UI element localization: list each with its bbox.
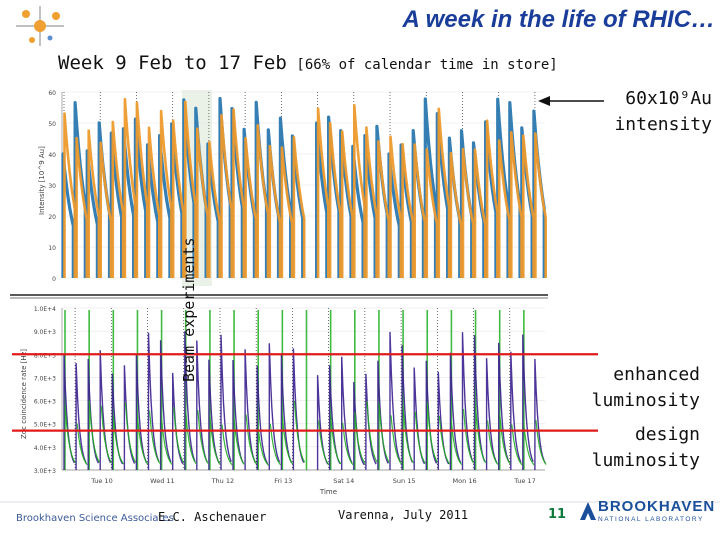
slide-subtitle: Week 9 Feb to 17 Feb [66% of calendar ti…	[58, 52, 558, 74]
page-number: 11	[548, 507, 567, 522]
beam-experiments-label: Beam experiments	[180, 237, 198, 383]
bnl-logo-text: BROOKHAVEN	[598, 498, 716, 515]
luminosity-tick-label: 3.0E+3	[34, 468, 56, 475]
luminosity-tick-label: 6.0E+3	[34, 399, 56, 406]
intensity-tick-label: 50	[48, 121, 56, 128]
intensity-chart: 0 10 20 30 40 50 60 Intensity [10^9 Au]	[10, 86, 548, 299]
luminosity-x-tick-label: Thu 12	[211, 477, 235, 485]
luminosity-x-tick-label: Fri 13	[274, 477, 292, 485]
bnl-logo-subtext: NATIONAL LABORATORY	[598, 516, 704, 523]
footer-author: E.C. Aschenauer	[158, 510, 267, 524]
luminosity-tick-label: 4.0E+3	[34, 445, 56, 452]
luminosity-x-tick-label: Sun 15	[393, 477, 416, 485]
rhic-logo-icon	[16, 6, 64, 46]
design-annotation-line1: design	[634, 424, 700, 445]
luminosity-x-tick-label: Mon 16	[453, 477, 477, 485]
intensity-tick-label: 60	[48, 90, 56, 97]
footer-venue: Varenna, July 2011	[338, 508, 469, 522]
enhanced-annotation-line2: luminosity	[591, 390, 700, 411]
luminosity-x-tick-label: Sat 14	[333, 477, 354, 485]
luminosity-tick-label: 5.0E+3	[34, 422, 56, 429]
subtitle-week: Week 9 Feb to 17 Feb	[58, 52, 287, 74]
luminosity-x-tick-label: Wed 11	[150, 477, 175, 485]
luminosity-x-tick-label: Tue 17	[513, 477, 535, 485]
luminosity-tick-label: 7.0E+3	[34, 375, 56, 382]
intensity-arrow-head	[538, 96, 550, 106]
luminosity-series-green	[64, 400, 547, 466]
luminosity-chart: 3.0E+3 4.0E+3 5.0E+3 6.0E+3 7.0E+3 8.0E+3 9.0E…	[12, 300, 547, 500]
luminosity-x-axis-label: Time	[319, 488, 337, 496]
overlay-annotations	[0, 96, 720, 503]
footer-association: Brookhaven Science Associates	[16, 513, 174, 524]
intensity-tick-label: 40	[48, 152, 56, 159]
intensity-tick-label: 10	[48, 245, 56, 252]
luminosity-x-tick-label: Tue 10	[90, 477, 112, 485]
subtitle-note: [66% of calendar time in store]	[296, 57, 558, 73]
intensity-tick-label: 0	[52, 276, 56, 283]
luminosity-tick-label: 1.0E+4	[34, 306, 56, 313]
luminosity-tick-label: 9.0E+3	[34, 329, 56, 336]
enhanced-annotation-line1: enhanced	[613, 364, 700, 385]
intensity-annotation-line2: intensity	[614, 114, 712, 135]
luminosity-tick-label: 8.0E+3	[34, 352, 56, 359]
bnl-logo-icon	[580, 502, 596, 520]
intensity-tick-label: 30	[48, 183, 56, 190]
design-luminosity-annotation: design luminosity	[540, 422, 700, 474]
intensity-y-axis-label: Intensity [10^9 Au]	[38, 146, 46, 215]
enhanced-luminosity-annotation: enhanced luminosity	[540, 362, 700, 414]
intensity-annotation: 60x10⁹Au intensity	[560, 86, 712, 138]
intensity-tick-label: 20	[48, 214, 56, 221]
slide-title: A week in the life of RHIC…	[402, 6, 715, 33]
intensity-series-orange	[63, 97, 547, 278]
luminosity-y-axis-label: Zdc coincidence rate [Hz]	[20, 349, 28, 439]
design-annotation-line2: luminosity	[591, 450, 700, 471]
intensity-annotation-line1: 60x10⁹Au	[625, 88, 712, 109]
